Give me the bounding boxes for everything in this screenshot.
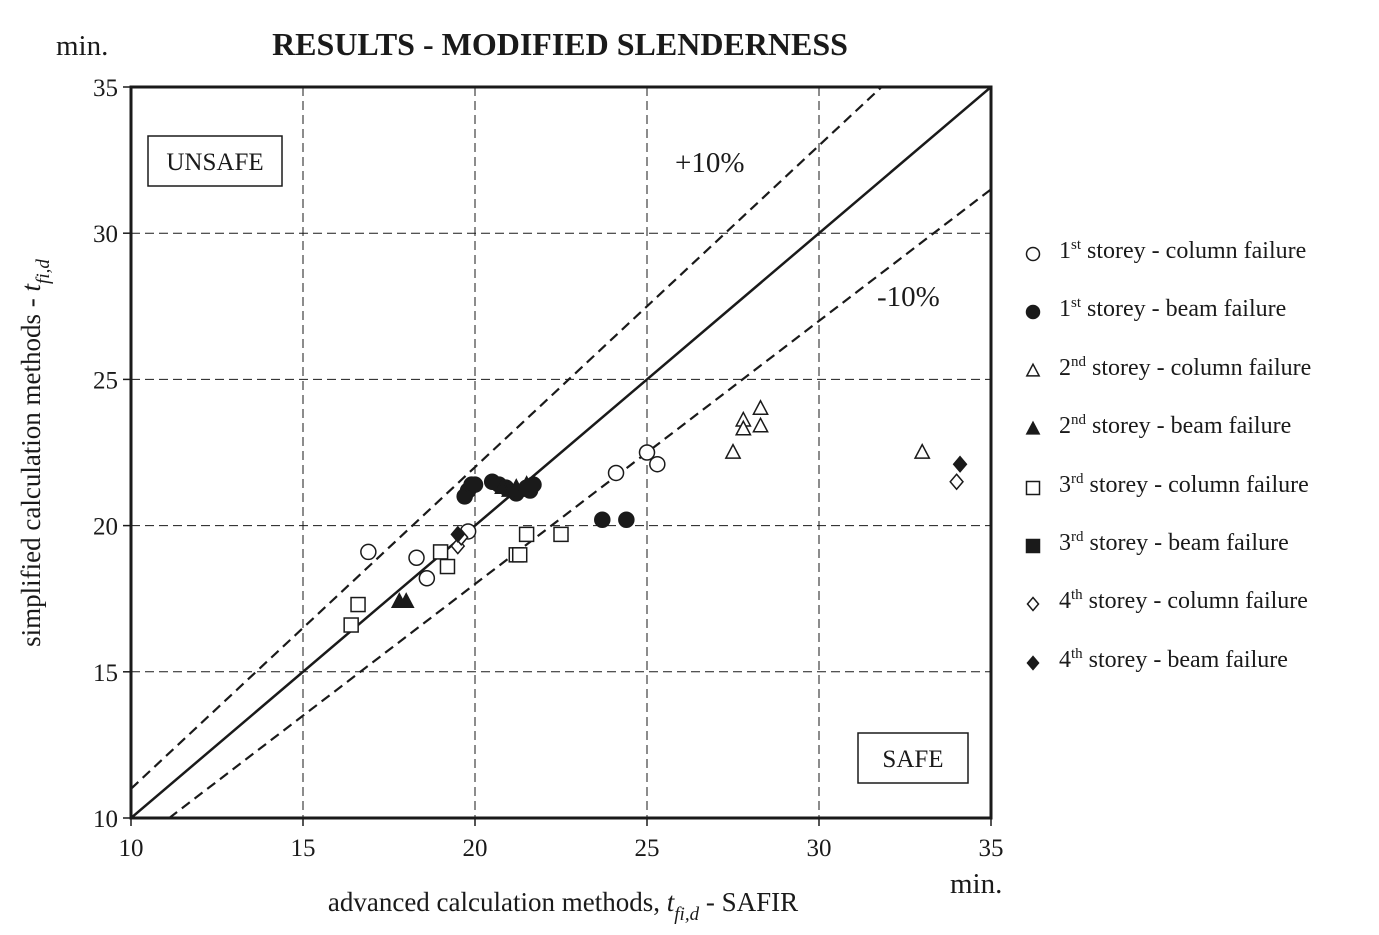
legend-item: 2nd storey - column failure: [1022, 353, 1372, 411]
legend-diamond-icon: [1026, 596, 1040, 613]
y-tick-label: 25: [93, 367, 118, 394]
x-tick-label: 15: [291, 835, 316, 862]
x-tick-label: 10: [119, 835, 144, 862]
legend-item: 3rd storey - beam failure: [1022, 528, 1372, 586]
legend-item: 3rd storey - column failure: [1022, 470, 1372, 528]
circle-filled-point: [618, 511, 635, 529]
legend-label: 4th storey - beam failure: [1059, 645, 1288, 673]
minus10-annotation: -10%: [877, 281, 940, 313]
circle-open-point: [418, 569, 436, 587]
legend-label: 3rd storey - beam failure: [1059, 528, 1289, 556]
legend-square-icon: [1025, 538, 1041, 554]
square-open-point: [511, 547, 528, 563]
reference-line-plus10: [131, 87, 884, 790]
square-open-point: [343, 617, 359, 633]
legend-triangle-icon: [1025, 362, 1041, 377]
legend-item: 4th storey - column failure: [1022, 586, 1372, 644]
triangle-open-point: [724, 443, 742, 459]
y-unit-label: min.: [56, 30, 108, 62]
reference-line-minus10: [167, 188, 991, 818]
x-axis-label: advanced calculation methods, tfi,d - SA…: [328, 887, 798, 925]
reference-lines: [131, 87, 991, 818]
triangle-open-point: [913, 443, 931, 459]
square-open-point: [432, 544, 449, 560]
circle-open-point: [408, 549, 425, 567]
safe-label: SAFE: [882, 746, 943, 773]
circle-open-point: [607, 464, 625, 482]
y-axis-label: simplified calculation methods - tfi,d: [16, 259, 54, 647]
legend-circle-icon: [1025, 305, 1041, 320]
plus10-annotation: +10%: [675, 147, 745, 179]
x-tick-label: 25: [635, 835, 660, 862]
y-tick-label: 35: [93, 75, 118, 102]
legend-label: 1st storey - column failure: [1059, 237, 1307, 265]
legend-label: 2nd storey - beam failure: [1059, 412, 1292, 440]
y-tick-label: 20: [93, 514, 118, 541]
x-tick-label: 30: [807, 835, 832, 862]
legend-item: 2nd storey - beam failure: [1022, 411, 1372, 469]
x-tick-label: 20: [463, 835, 488, 862]
data-points: [343, 399, 968, 633]
legend-label: 3rd storey - column failure: [1059, 470, 1309, 498]
series-8: [450, 455, 968, 544]
plot-frame: [129, 85, 993, 820]
square-open-point: [350, 596, 366, 613]
identity-line: [131, 87, 991, 818]
square-open-point: [553, 526, 569, 543]
legend-item: 4th storey - beam failure: [1022, 645, 1372, 703]
x-unit-label: min.: [950, 868, 1002, 900]
triangle-open-point: [752, 399, 769, 416]
triangle-open-point: [734, 419, 752, 436]
series-1: [360, 444, 666, 587]
triangle-filled-point: [397, 592, 415, 608]
legend-square-icon: [1025, 480, 1041, 495]
circle-open-point: [649, 455, 666, 473]
legend-triangle-icon: [1025, 420, 1041, 435]
series-3: [724, 399, 931, 459]
diamond-filled-point: [952, 455, 968, 473]
legend-label: 4th storey - column failure: [1059, 587, 1308, 615]
grid-lines: [131, 87, 991, 818]
circle-filled-point: [466, 476, 484, 493]
legend-label: 2nd storey - column failure: [1059, 353, 1312, 381]
series-5: [343, 526, 569, 633]
diamond-open-point: [949, 473, 964, 491]
triangle-open-point: [752, 416, 769, 433]
y-tick-label: 30: [93, 221, 118, 248]
unsafe-box: UNSAFE: [147, 135, 283, 187]
legend-item: 1st storey - beam failure: [1022, 294, 1372, 352]
y-tick-label: 15: [93, 660, 118, 687]
unsafe-label: UNSAFE: [166, 149, 263, 176]
legend-item: 1st storey - column failure: [1022, 236, 1372, 294]
circle-filled-point: [594, 511, 611, 529]
circle-open-point: [360, 543, 377, 561]
y-tick-label: 10: [93, 806, 118, 833]
legend: 1st storey - column failure 1st storey - …: [1022, 236, 1372, 703]
square-open-point: [439, 558, 456, 575]
legend-circle-icon: [1025, 246, 1041, 262]
triangle-filled-point: [518, 475, 535, 492]
legend-diamond-icon: [1026, 655, 1040, 671]
safe-box: SAFE: [857, 732, 969, 784]
x-tick-label: 35: [979, 835, 1004, 862]
square-open-point: [518, 526, 535, 543]
legend-label: 1st storey - beam failure: [1059, 295, 1287, 323]
diamond-filled-point: [450, 525, 466, 544]
series-4: [390, 475, 535, 608]
circle-open-point: [638, 444, 656, 461]
chart-title: RESULTS - MODIFIED SLENDERNESS: [272, 26, 848, 62]
